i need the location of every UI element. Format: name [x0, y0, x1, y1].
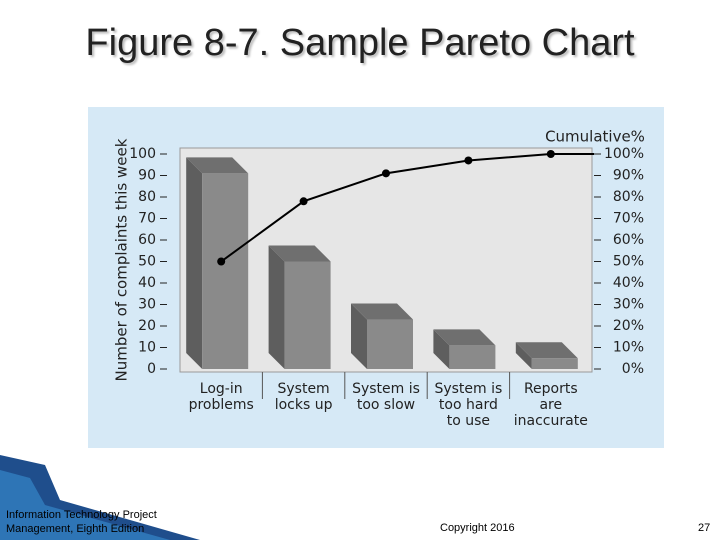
y-tick-label: 40 — [138, 275, 156, 291]
x-tick-label: Reports are inaccurate — [513, 381, 588, 429]
bar-top — [186, 157, 249, 174]
bar-side — [433, 329, 450, 369]
y2-tick-label: 10% — [613, 340, 644, 356]
x-tick-label: Log-in problems — [188, 381, 254, 413]
y2-tick-label: 80% — [613, 189, 644, 205]
y-tick-label: 100 — [129, 146, 156, 162]
y2-axis-label: Cumulative% — [545, 128, 645, 146]
x-tick-label: System is too slow — [352, 381, 420, 413]
bar — [284, 261, 331, 369]
footer-source: Information Technology Project Managemen… — [6, 509, 157, 535]
y2-tick-label: 0% — [622, 361, 644, 377]
y2-tick-label: 30% — [613, 297, 644, 313]
bar — [202, 173, 249, 369]
bar-top — [515, 342, 578, 359]
y-tick-label: 20 — [138, 318, 156, 334]
x-tick-label: System locks up — [274, 381, 333, 413]
y-tick-label: 50 — [138, 254, 156, 270]
y2-tick-label: 70% — [613, 211, 644, 227]
bar — [449, 345, 496, 369]
bar-top — [351, 303, 413, 320]
y-tick-label: 60 — [138, 232, 156, 248]
y2-tick-label: 40% — [613, 275, 644, 291]
slide-title: Figure 8-7. Sample Pareto Chart — [85, 22, 635, 64]
bar-side — [268, 245, 285, 369]
x-tick-label: System is too hard to use — [434, 381, 503, 429]
y-tick-label: 30 — [138, 297, 156, 313]
page-number: 27 — [698, 522, 711, 534]
bar-top — [433, 329, 496, 346]
bar-side — [351, 303, 367, 369]
footer-decoration — [0, 470, 170, 540]
y2-tick-label: 90% — [613, 168, 644, 184]
y2-tick-label: 20% — [613, 318, 644, 334]
bar-side — [186, 157, 203, 369]
footer-copyright: Copyright 2016 — [440, 522, 515, 534]
y-tick-label: 80 — [138, 189, 156, 205]
cumulative-point — [217, 257, 226, 266]
bar-side — [515, 342, 532, 369]
y-tick-label: 70 — [138, 211, 156, 227]
bar — [367, 319, 413, 369]
y-tick-label: 10 — [138, 340, 156, 356]
y-tick-label: 90 — [138, 168, 156, 184]
y2-tick-label: 100% — [604, 146, 644, 162]
y2-tick-label: 50% — [613, 254, 644, 270]
cumulative-point — [382, 169, 390, 178]
cumulative-point — [464, 156, 473, 165]
cumulative-point — [299, 197, 308, 206]
y-axis-label: Number of complaints this week — [113, 138, 131, 381]
bar-top — [268, 245, 331, 262]
y-tick-label: 0 — [147, 361, 156, 377]
y2-tick-label: 60% — [613, 232, 644, 248]
bar — [531, 358, 578, 369]
